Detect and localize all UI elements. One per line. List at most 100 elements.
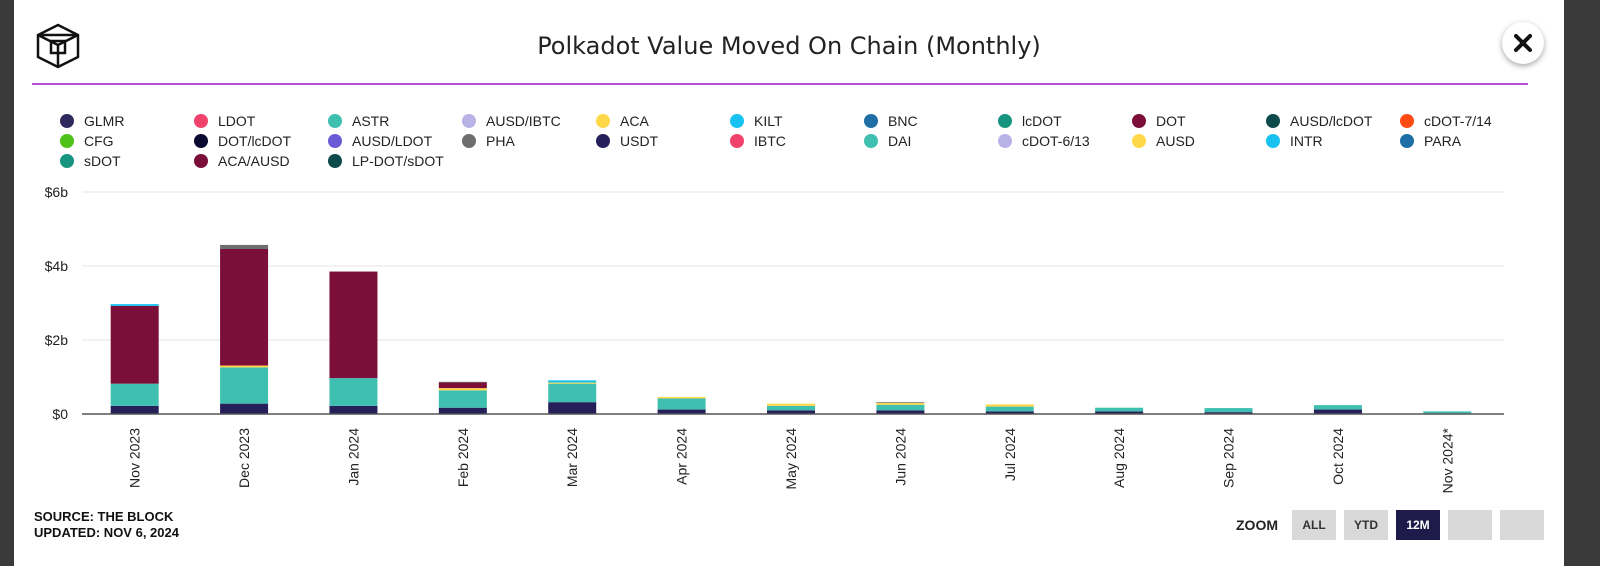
updated-line: UPDATED: NOV 6, 2024 (34, 525, 179, 540)
x-tick-label: Jun 2024 (892, 428, 908, 486)
bar-segment-aca (220, 365, 269, 368)
bar-segment-aca (767, 403, 815, 406)
bar-segment-usdt (329, 405, 378, 414)
legend-item[interactable]: IBTC (730, 132, 864, 149)
legend-item[interactable]: DOT (1132, 112, 1266, 129)
bar-segment-dai (329, 378, 378, 406)
bar-segment-usdt (1204, 412, 1253, 414)
bar-segment-aca (985, 404, 1034, 407)
legend-label: AUSD/LDOT (352, 132, 433, 149)
legend-label: KILT (754, 112, 783, 129)
legend-item[interactable]: LP-DOT/sDOT (328, 152, 462, 169)
legend-swatch (60, 153, 74, 168)
bar-segment-pha (438, 381, 487, 383)
bar-segment-dai (985, 406, 1034, 412)
x-tick-label: Jan 2024 (345, 428, 361, 486)
close-icon (1514, 34, 1532, 52)
legend-item[interactable]: sDOT (60, 152, 194, 169)
legend-swatch (1132, 113, 1146, 128)
legend-item[interactable]: BNC (864, 112, 998, 129)
legend-swatch (1266, 113, 1280, 128)
source-line: SOURCE: THE BLOCK (34, 509, 174, 524)
legend-label: PARA (1424, 132, 1462, 149)
x-tick-label: Feb 2024 (455, 428, 471, 487)
legend-label: GLMR (84, 112, 125, 129)
bar-segment-dot (110, 305, 159, 384)
zoom-button-all[interactable]: ALL (1292, 510, 1336, 540)
bar-segment-usdt (657, 409, 706, 414)
legend-item[interactable]: DAI (864, 132, 998, 149)
legend-item[interactable]: ACA/AUSD (194, 152, 328, 169)
zoom-button-blank-4[interactable] (1500, 510, 1544, 540)
bar-segment-dai (1313, 405, 1362, 410)
legend-item[interactable]: INTR (1266, 132, 1400, 149)
bar-segment-usdt (438, 407, 487, 414)
legend-item[interactable]: PARA (1400, 132, 1534, 149)
legend-swatch (998, 113, 1012, 128)
legend-item[interactable]: lcDOT (998, 112, 1132, 129)
bar-segment-dai (1204, 408, 1253, 413)
legend-label: PHA (486, 132, 515, 149)
bar-segment-kilt (110, 304, 159, 306)
legend-item[interactable]: ASTR (328, 112, 462, 129)
x-tick-label: Nov 2023 (127, 428, 143, 488)
bar-segment-usdt (767, 410, 815, 414)
legend-item[interactable]: USDT (596, 132, 730, 149)
bar-segment-dot (329, 271, 378, 379)
legend-swatch (998, 133, 1012, 148)
legend-swatch (328, 133, 342, 148)
legend-item[interactable]: LDOT (194, 112, 328, 129)
legend-item[interactable]: KILT (730, 112, 864, 129)
legend-label: LDOT (218, 112, 256, 129)
legend-swatch (730, 133, 744, 148)
legend-item[interactable]: CFG (60, 132, 194, 149)
zoom-button-12m[interactable]: 12M (1396, 510, 1440, 540)
legend-label: IBTC (754, 132, 786, 149)
legend-label: AUSD (1156, 132, 1195, 149)
bar-segment-dai (110, 383, 159, 406)
legend-item[interactable]: AUSD/LDOT (328, 132, 462, 149)
legend-swatch (328, 113, 342, 128)
bar-segment-dai (548, 383, 597, 403)
bar-segment-usdt (110, 405, 159, 414)
bar-segment-dai (1423, 411, 1472, 414)
legend-swatch (194, 113, 208, 128)
bar-segment-dot (220, 248, 269, 366)
x-tick-label: Dec 2023 (236, 428, 252, 488)
legend-swatch (864, 133, 878, 148)
close-button[interactable] (1502, 22, 1544, 64)
legend-item[interactable]: cDOT-7/14 (1400, 112, 1534, 129)
zoom-button-ytd[interactable]: YTD (1344, 510, 1388, 540)
legend-item[interactable]: AUSD/lcDOT (1266, 112, 1400, 129)
legend-item[interactable]: AUSD (1132, 132, 1266, 149)
bar-segment-aca (876, 402, 925, 405)
bar-segment-usdt (220, 403, 269, 414)
bar-segment-aca (548, 382, 597, 384)
zoom-label: ZOOM (1236, 517, 1278, 533)
bar-segment-aca (438, 388, 487, 391)
legend-item[interactable]: AUSD/IBTC (462, 112, 596, 129)
x-tick-label: Oct 2024 (1330, 428, 1346, 485)
bar-segment-usdt (985, 411, 1034, 414)
chart-legend: GLMR LDOT ASTR AUSD/IBTC ACA KILT BNC lcDOT DOT A… (60, 112, 1540, 169)
x-tick-label: Sep 2024 (1221, 428, 1237, 488)
legend-label: cDOT-6/13 (1022, 132, 1090, 149)
legend-item[interactable]: GLMR (60, 112, 194, 129)
bar-segment-dai (220, 367, 269, 404)
legend-label: LP-DOT/sDOT (352, 152, 444, 169)
bar-segment-aca (657, 396, 706, 399)
zoom-button-blank-3[interactable] (1448, 510, 1492, 540)
x-tick-label: Apr 2024 (674, 428, 690, 485)
legend-label: lcDOT (1022, 112, 1062, 129)
legend-label: DOT (1156, 112, 1186, 129)
bar-segment-usdt (1313, 409, 1362, 414)
legend-item[interactable]: ACA (596, 112, 730, 129)
legend-item[interactable]: PHA (462, 132, 596, 149)
title-divider (32, 83, 1528, 85)
legend-item[interactable]: cDOT-6/13 (998, 132, 1132, 149)
legend-label: INTR (1290, 132, 1323, 149)
legend-swatch (194, 133, 208, 148)
x-tick-label: May 2024 (783, 428, 799, 490)
bar-segment-dai (657, 398, 706, 410)
legend-item[interactable]: DOT/lcDOT (194, 132, 328, 149)
